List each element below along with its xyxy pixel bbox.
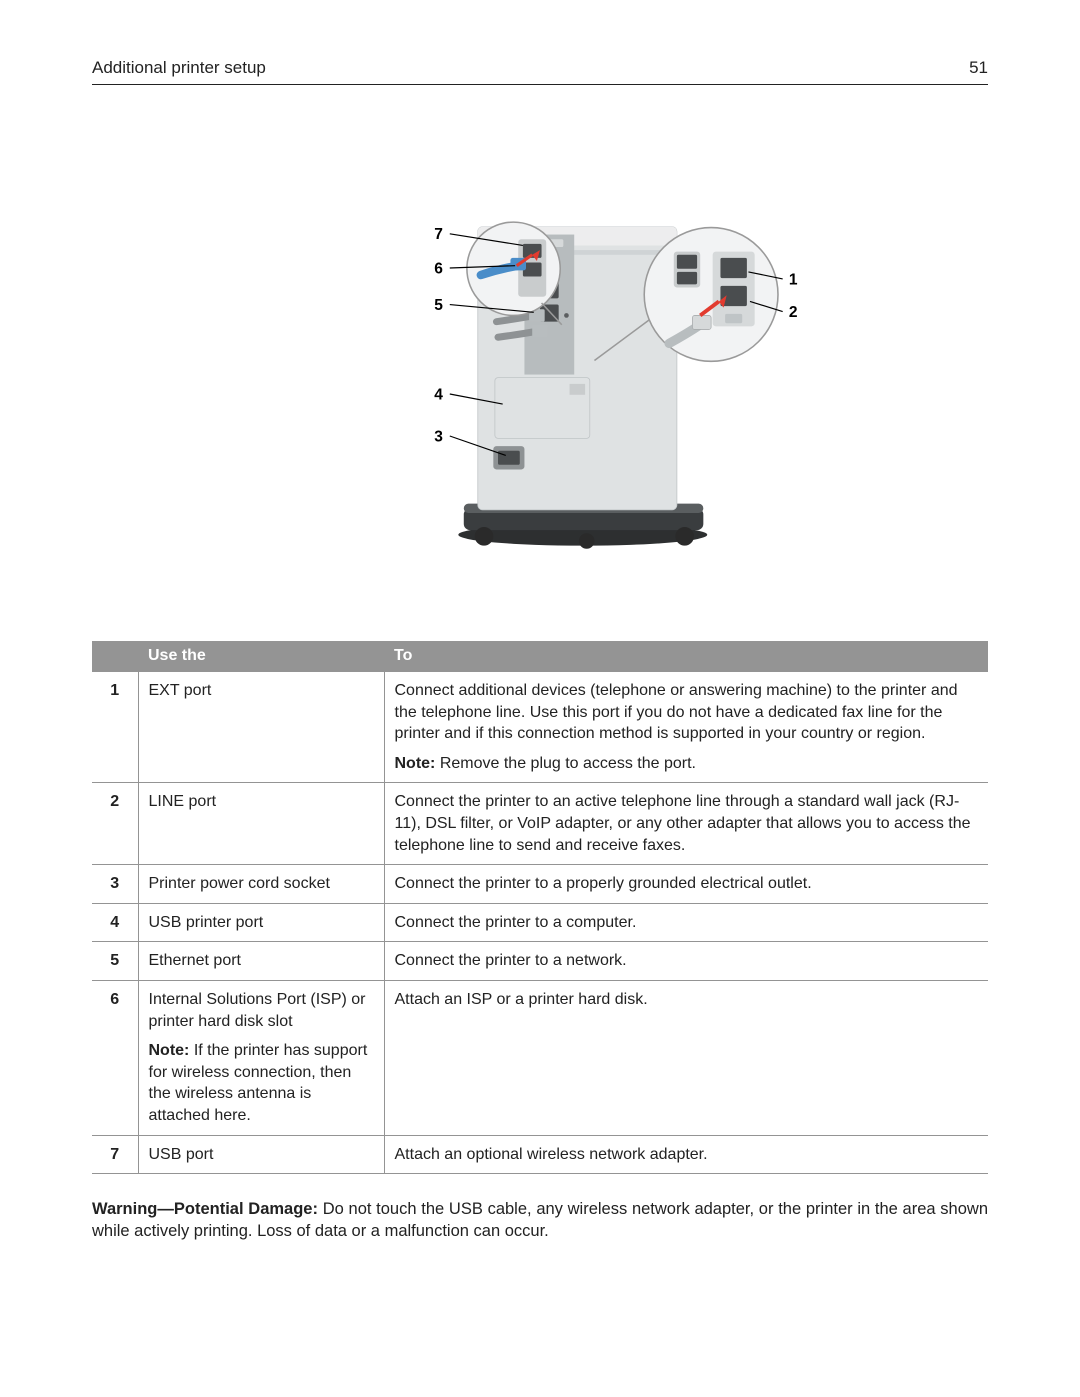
table-row: 3 Printer power cord socket Connect the … (92, 865, 988, 904)
row-num: 6 (92, 980, 138, 1135)
table-row: 4 USB printer port Connect the printer t… (92, 903, 988, 942)
callout-5: 5 (434, 297, 443, 314)
col-blank (92, 641, 138, 672)
row-to: Attach an optional wireless network adap… (384, 1135, 988, 1174)
table-row: 1 EXT port Connect additional devices (t… (92, 672, 988, 783)
col-use: Use the (138, 641, 384, 672)
callout-3: 3 (434, 428, 443, 445)
row-use: EXT port (138, 672, 384, 783)
row-use: Ethernet port (138, 942, 384, 981)
row-use: USB port (138, 1135, 384, 1174)
row-use: Printer power cord socket (138, 865, 384, 904)
warning-label: Warning—Potential Damage: (92, 1200, 318, 1218)
row-to: Connect the printer to a network. (384, 942, 988, 981)
row-to: Connect the printer to a properly ground… (384, 865, 988, 904)
table-row: 2 LINE port Connect the printer to an ac… (92, 783, 988, 865)
row-to: Connect additional devices (telephone or… (384, 672, 988, 783)
callout-2: 2 (789, 304, 798, 321)
row-num: 7 (92, 1135, 138, 1174)
callout-4: 4 (434, 386, 443, 403)
printer-base (458, 504, 707, 549)
ports-table: Use the To 1 EXT port Connect additional… (92, 641, 988, 1174)
section-title: Additional printer setup (92, 58, 266, 78)
row-use: USB printer port (138, 903, 384, 942)
row-num: 2 (92, 783, 138, 865)
row-to: Attach an ISP or a printer hard disk. (384, 980, 988, 1135)
row-num: 3 (92, 865, 138, 904)
row-num: 4 (92, 903, 138, 942)
callout-7: 7 (434, 226, 443, 243)
row-num: 5 (92, 942, 138, 981)
printer-figure: 7 6 5 4 3 1 2 (92, 105, 988, 585)
row-use: LINE port (138, 783, 384, 865)
row-use: Internal Solutions Port (ISP) or printer… (138, 980, 384, 1135)
page-number: 51 (969, 58, 988, 78)
callout-1: 1 (789, 271, 798, 288)
warning-paragraph: Warning—Potential Damage: Do not touch t… (92, 1198, 988, 1243)
callout-6: 6 (434, 260, 443, 277)
row-num: 1 (92, 672, 138, 783)
table-row: 6 Internal Solutions Port (ISP) or print… (92, 980, 988, 1135)
table-row: 7 USB port Attach an optional wireless n… (92, 1135, 988, 1174)
col-to: To (384, 641, 988, 672)
row-to: Connect the printer to an active telepho… (384, 783, 988, 865)
running-header: Additional printer setup 51 (92, 58, 988, 85)
table-row: 5 Ethernet port Connect the printer to a… (92, 942, 988, 981)
row-to: Connect the printer to a computer. (384, 903, 988, 942)
